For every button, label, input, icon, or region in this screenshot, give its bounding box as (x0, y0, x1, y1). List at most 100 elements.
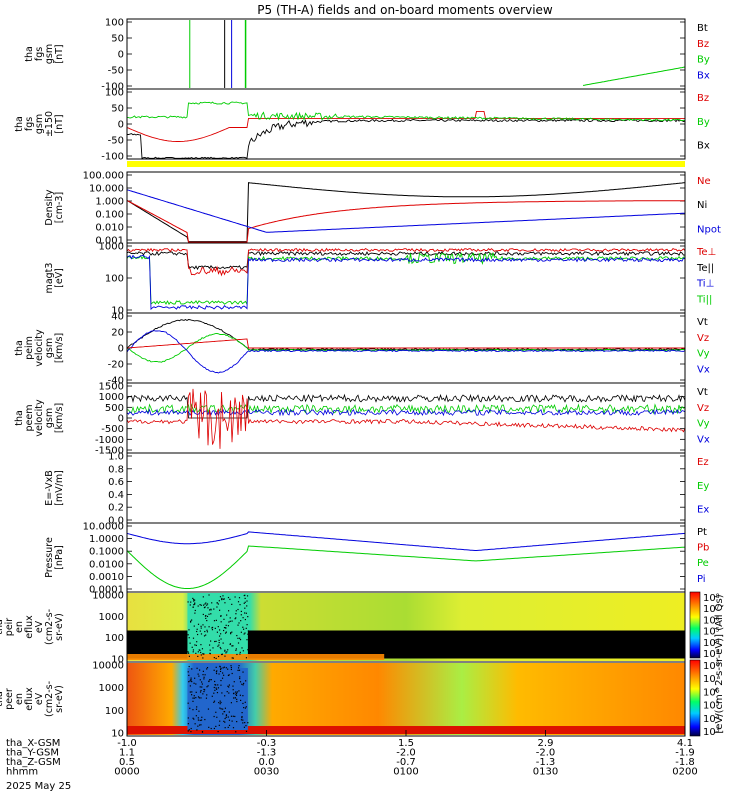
spectrogram-noise (198, 697, 201, 699)
spectrogram-noise (226, 651, 228, 653)
spectrogram-noise (200, 724, 202, 726)
panel-frame (126, 88, 686, 160)
spectrogram-noise (244, 721, 246, 724)
spectrogram-noise (202, 670, 204, 672)
spectrogram-noise (244, 632, 246, 634)
spectrogram-noise (200, 625, 202, 627)
spectrogram-noise (222, 595, 224, 597)
ephemeris-value: -0.3 (257, 738, 277, 749)
ephemeris-value: -1.0 (117, 738, 137, 749)
spectrogram-noise (219, 609, 221, 611)
spectrogram-noise (231, 631, 233, 633)
ytick-label: 10 (111, 729, 124, 740)
spectrogram-noise (235, 691, 237, 693)
legend-entry: Pi (697, 574, 706, 585)
spectrogram-noise (220, 684, 222, 686)
ephemeris-value: 0.5 (119, 757, 135, 768)
spectrogram-noise (236, 691, 238, 693)
spectrogram-noise (200, 651, 202, 654)
ytick-label: 1.0 (108, 452, 124, 463)
spectrogram-noise (187, 671, 189, 673)
spectrogram-noise (211, 629, 214, 631)
ephemeris-value: 0200 (672, 767, 697, 778)
spectrogram-noise (204, 603, 206, 605)
spectrogram-noise (206, 615, 209, 618)
spectrogram-noise (215, 657, 217, 659)
legend-entry: Pe (697, 558, 709, 569)
spectrogram-noise (228, 621, 230, 623)
spectrogram-noise (245, 680, 247, 682)
spectrogram-noise (238, 669, 241, 671)
spectrogram-noise (191, 668, 193, 670)
spectrogram-noise (197, 623, 200, 625)
spectrogram-noise (214, 680, 216, 683)
spectrogram-noise (227, 596, 230, 599)
spectrogram-noise (227, 674, 230, 677)
spectrogram-noise (235, 731, 237, 733)
spectrogram-noise (214, 689, 216, 691)
spectrogram-noise (202, 604, 205, 606)
y-axis-label: fgs (34, 47, 45, 61)
spectrogram-noise (232, 689, 234, 691)
spectrogram-noise (244, 597, 246, 600)
trace-ne (126, 199, 685, 243)
spectrogram-noise (243, 633, 245, 635)
spectrogram-noise (247, 630, 250, 632)
spectrogram-noise (205, 634, 207, 636)
trace-pi (126, 531, 686, 551)
spectrogram-noise (220, 638, 222, 640)
legend-entry: Vy (697, 419, 710, 430)
spectrogram-noise (237, 642, 240, 644)
ytick-label: 500 (105, 403, 124, 414)
spectrogram-noise (214, 640, 216, 643)
spectrogram-noise (195, 715, 197, 717)
spectrogram-noise (220, 701, 222, 704)
spectrogram-noise (188, 655, 190, 657)
spectrogram-noise (228, 674, 230, 676)
spectrogram-noise (215, 619, 217, 621)
ytick-label: -20 (108, 360, 124, 371)
spectrogram-sheath (187, 668, 248, 730)
spectrogram-noise (229, 643, 232, 645)
spectrogram-noise (225, 652, 227, 654)
spectrogram-noise (242, 628, 245, 630)
spectrogram-noise (239, 653, 241, 655)
spectrogram-noise (188, 674, 190, 676)
legend-entry: Bt (697, 23, 708, 34)
y-axis-label: [nT] (54, 44, 65, 63)
spectrogram-noise (246, 595, 249, 597)
spectrogram-noise (205, 602, 207, 604)
trace-pe (126, 545, 686, 589)
spectrogram-noise (199, 630, 201, 632)
y-axis-label: ±150 (44, 111, 55, 137)
spectrogram-noise (195, 652, 197, 654)
spectrogram-noise (223, 627, 226, 629)
spectrogram-noise (215, 666, 217, 668)
ephemeris-value: 4.1 (677, 738, 693, 749)
spectrogram-noise (234, 715, 236, 718)
spectrogram-noise (227, 610, 230, 612)
legend-entry: Bz (697, 39, 709, 50)
spectrogram-noise (189, 621, 192, 623)
spectrogram-noise (191, 680, 193, 683)
y-axis-label: Pressure (44, 537, 55, 578)
spectrogram-noise (193, 600, 195, 602)
spectrogram-noise (198, 675, 200, 677)
ytick-label: 0 (118, 344, 124, 355)
spectrogram-noise (204, 630, 206, 633)
spectrogram-noise (227, 716, 229, 718)
spectrogram-noise (191, 691, 193, 693)
spectrogram-noise (195, 691, 197, 693)
ytick-label: 0.6 (108, 477, 124, 488)
spectrogram-noise (228, 724, 231, 726)
spectrogram-noise (187, 652, 190, 654)
spectrogram-noise (244, 618, 246, 621)
spectrogram-noise (205, 697, 208, 699)
y-axis-label: velocity (34, 329, 45, 367)
spectrogram-noise (217, 645, 219, 647)
spectrogram-noise (204, 606, 206, 608)
spectrogram-noise (221, 598, 223, 601)
spectrogram-noise (196, 641, 198, 643)
spectrogram-noise (190, 601, 192, 603)
